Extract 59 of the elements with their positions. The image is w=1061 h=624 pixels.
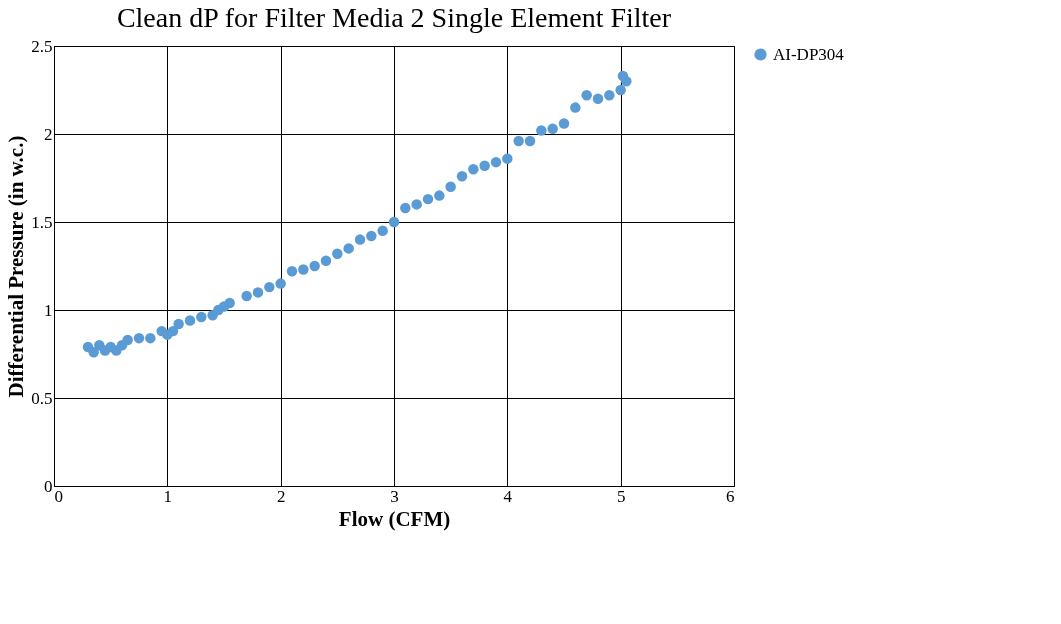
point [479,160,490,171]
x-tick-label: 2 [276,486,286,506]
point [536,125,547,136]
point [490,156,502,168]
x-tick-label: 5 [616,486,626,506]
point [502,153,513,164]
point [547,123,558,134]
y-tick-label: 2.5 [31,36,53,56]
point [252,287,264,298]
point [354,234,366,245]
x-tick-label: 3 [390,486,399,506]
point [468,163,479,175]
point [286,266,298,277]
x-tick-label: 4 [503,486,513,506]
point [592,93,604,105]
y-tick-label: 2 [44,124,53,144]
point [377,225,388,237]
y-tick-label: 1 [44,300,53,320]
point [320,255,332,266]
point [570,102,581,113]
y-tick-label: 1.5 [31,212,53,232]
point [332,248,343,259]
point [196,311,207,323]
point [88,347,99,358]
point [422,193,434,205]
point [581,90,592,101]
point [524,135,536,147]
point [241,290,252,302]
point [604,90,615,101]
point [167,325,179,337]
point [400,202,411,214]
y-axis-title: Differential Pressure (in w.c.) [4,135,29,398]
x-tick-label: 6 [726,486,735,506]
y-tick-label: 0.5 [31,388,53,408]
point [184,315,196,326]
x-axis-title: Flow (CFM) [338,506,451,531]
legend-label: AI-DP304 [773,44,845,64]
point [264,281,275,293]
point [366,230,377,242]
point [275,278,286,289]
x-tick-label: 1 [163,486,173,506]
point [615,84,626,96]
point [558,118,570,129]
point [456,171,468,182]
point [513,135,524,147]
chart-title: Clean dP for Filter Media 2 Single Element Filter [116,2,672,33]
point [173,318,184,330]
point [621,75,632,87]
point [445,181,456,193]
point [224,297,235,309]
point [122,334,133,346]
point [343,243,354,254]
point [309,260,320,272]
point [434,190,445,201]
point [145,332,156,344]
point [298,264,309,275]
point [388,216,400,228]
point [411,199,422,210]
point [133,332,145,344]
